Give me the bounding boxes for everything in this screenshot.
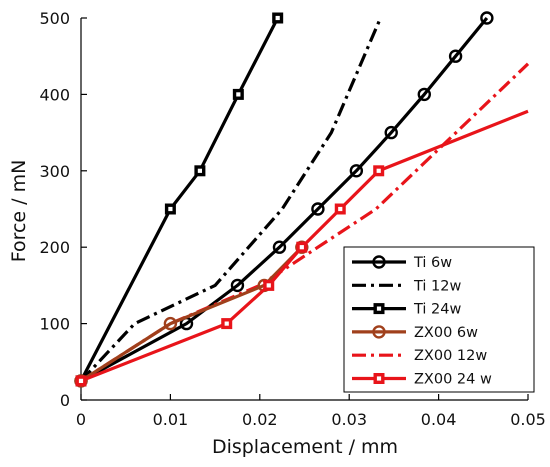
legend-label: ZX00 6w <box>414 325 478 341</box>
data-point-ti-24w-inner <box>168 206 173 212</box>
legend-label: Ti 24w <box>413 302 461 318</box>
data-point-zx00-24-w <box>263 279 275 291</box>
legend-marker <box>372 325 386 339</box>
data-point-ti-6w <box>448 49 463 63</box>
axes: 0 0.01 0.02 0.03 0.04 0.05 0 100 200 300 400 500 <box>39 9 545 429</box>
data-point-ti-24w <box>232 88 244 100</box>
data-point-ti-6w <box>272 240 287 254</box>
data-point-ti-6w <box>480 11 494 25</box>
series-line-ti-6w <box>80 16 489 383</box>
legend-item-zx00-12w: ZX00 12w <box>352 348 487 364</box>
data-point-zx00-24-w <box>221 318 233 330</box>
data-point-zx00-24-w <box>334 203 346 215</box>
legend: Ti 6w Ti 12w Ti 24w ZX00 6w ZX00 12w ZX00 24 … <box>343 246 535 393</box>
legend-marker-inner <box>376 306 382 311</box>
y-axis-title: Force / mN <box>8 160 30 263</box>
series-ti-12w <box>79 17 382 382</box>
data-point-ti-24w-inner <box>275 15 280 21</box>
series-zx00-24-w <box>75 109 529 387</box>
legend-item-ti-6w: Ti 6w <box>352 255 452 271</box>
legend-item-zx00-6w: ZX00 6w <box>352 325 478 341</box>
data-point-zx00-24-w-inner <box>266 283 271 288</box>
legend-marker <box>372 255 386 269</box>
legend-item-zx00-24-w: ZX00 24 w <box>352 372 492 388</box>
data-point-zx00-24-w-inner <box>338 206 343 212</box>
data-point-zx00-24-w-inner <box>224 321 229 326</box>
data-point-zx00-24-w <box>296 241 308 253</box>
x-tick-label: 0.02 <box>242 410 278 429</box>
data-point-ti-6w <box>417 87 431 102</box>
y-tick-label: 100 <box>39 315 70 334</box>
data-point-ti-6w <box>349 164 364 178</box>
x-tick-label: 0.05 <box>510 410 546 429</box>
data-point-zx00-24-w-inner <box>78 378 84 383</box>
legend-label: ZX00 24 w <box>414 372 492 388</box>
x-tick-label: 0 <box>76 410 86 429</box>
legend-label: Ti 6w <box>413 255 452 271</box>
x-tick-label: 0.01 <box>153 410 189 429</box>
series-layer <box>74 11 530 388</box>
data-point-ti-6w <box>384 125 398 140</box>
data-point-ti-24w-inner <box>236 92 241 97</box>
data-point-zx00-24-w-inner <box>299 245 304 250</box>
data-point-zx00-6w <box>163 316 178 331</box>
y-tick-label: 0 <box>60 391 70 410</box>
data-point-ti-24w <box>164 203 176 215</box>
legend-label: Ti 12w <box>413 278 461 294</box>
legend-marker-inner <box>376 376 382 381</box>
x-tick-label: 0.03 <box>331 410 367 429</box>
y-tick-label: 500 <box>39 9 70 28</box>
legend-box <box>343 246 535 393</box>
y-tick-label: 200 <box>39 238 70 257</box>
x-tick-label: 0.04 <box>421 410 457 429</box>
x-axis-title: Displacement / mm <box>212 436 398 458</box>
data-point-ti-6w <box>230 278 245 293</box>
data-point-zx00-24-w <box>373 165 385 177</box>
data-point-ti-24w <box>194 165 206 177</box>
series-line-ti-12w <box>79 17 382 382</box>
series-line-zx00-6w <box>80 246 303 383</box>
legend-marker <box>373 303 385 315</box>
series-ti-24w <box>75 12 284 387</box>
data-point-ti-24w <box>272 12 284 24</box>
data-point-ti-6w <box>311 202 325 216</box>
data-point-ti-24w-inner <box>197 168 203 173</box>
data-point-zx00-24-w <box>75 375 87 387</box>
legend-label: ZX00 12w <box>414 348 487 364</box>
legend-marker <box>373 373 385 384</box>
legend-item-ti-12w: Ti 12w <box>352 278 461 294</box>
legend-item-ti-24w: Ti 24w <box>352 302 461 318</box>
y-tick-label: 400 <box>39 85 70 104</box>
y-tick-label: 300 <box>39 162 70 181</box>
data-point-zx00-24-w-inner <box>376 168 381 173</box>
